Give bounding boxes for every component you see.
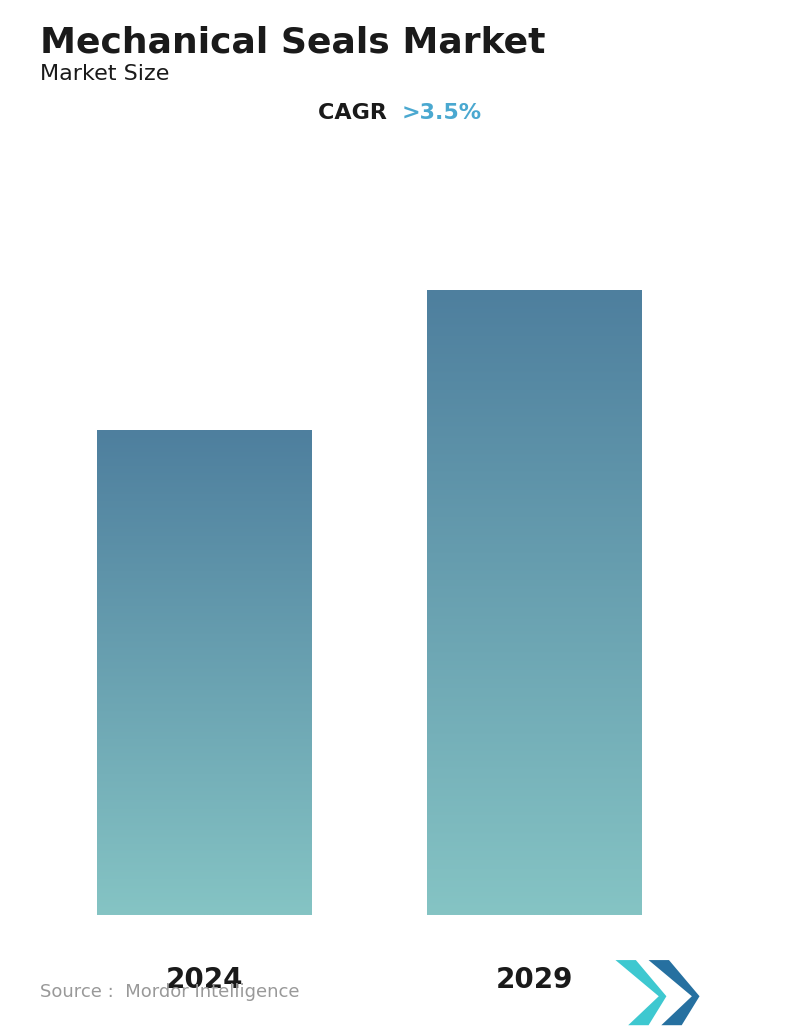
Text: Source :  Mordor Intelligence: Source : Mordor Intelligence [40, 983, 299, 1001]
Text: Market Size: Market Size [40, 64, 170, 84]
Polygon shape [649, 960, 700, 1026]
Text: CAGR: CAGR [318, 103, 395, 123]
Text: 2024: 2024 [166, 966, 244, 994]
Text: 2029: 2029 [495, 966, 573, 994]
Polygon shape [615, 960, 666, 1026]
Text: >3.5%: >3.5% [402, 103, 482, 123]
Text: Mechanical Seals Market: Mechanical Seals Market [40, 26, 545, 60]
